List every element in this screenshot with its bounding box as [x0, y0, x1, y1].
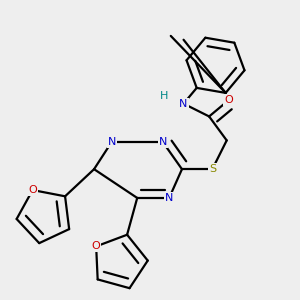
Text: N: N: [165, 193, 173, 203]
Text: O: O: [224, 95, 233, 106]
Text: O: O: [92, 242, 100, 251]
Text: N: N: [159, 137, 167, 147]
Text: H: H: [160, 91, 169, 101]
Text: O: O: [28, 185, 37, 195]
Text: N: N: [179, 99, 188, 109]
Text: N: N: [107, 137, 116, 147]
Text: S: S: [209, 164, 216, 174]
